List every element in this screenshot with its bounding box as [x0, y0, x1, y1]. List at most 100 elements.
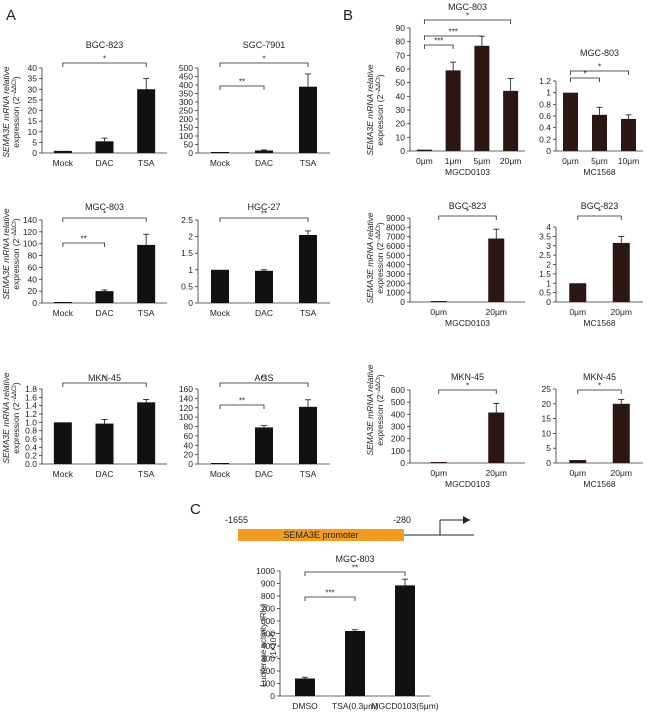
y-tick-label: 25 [542, 384, 552, 394]
y-tick-label: 0 [188, 459, 193, 469]
significance-label: * [466, 12, 469, 21]
y-tick-label: 0.2 [539, 134, 551, 144]
significance-label: * [598, 382, 601, 391]
category-label: Mock [53, 308, 74, 318]
y-tick-label: 50 [396, 78, 406, 88]
y-tick-label: 60 [184, 431, 194, 441]
y-tick-label: 80 [396, 37, 406, 47]
chart-title: MKN-45 [451, 372, 484, 382]
y-tick-label: 1.5 [539, 269, 551, 279]
y-tick-label: 300 [179, 97, 193, 107]
y-tick-label: 35 [28, 74, 38, 84]
significance-bracket [304, 596, 356, 601]
category-label: DAC [255, 158, 273, 168]
y-tick-label: 2 [546, 260, 551, 270]
y-tick-label: 0 [400, 458, 405, 468]
promoter-box [238, 529, 404, 541]
chart-title: MKN-45 [583, 372, 616, 382]
y-tick-label: 1.2 [539, 76, 551, 86]
significance-bracket [219, 404, 265, 409]
y-axis-label-main: SEMA3E mRNA relative [1, 372, 11, 464]
y-tick-label: 1.4 [25, 401, 37, 411]
chart-b5: MKN-45 0 100 200 300 400 500 600 0μm 20μmMGCD0103… [391, 372, 525, 489]
y-tick-label: 0.4 [25, 442, 37, 452]
panel-label-a: A [6, 7, 16, 24]
category-label: Mock [210, 308, 231, 318]
bar [430, 301, 447, 302]
y-axis-label-main: SEMA3E mRNA relative [365, 212, 375, 304]
category-label: 20μm [611, 307, 632, 317]
y-tick-label: 700 [261, 604, 275, 614]
y-tick-label: 1000 [256, 566, 275, 576]
y-axis-label-a1: SEMA3E mRNA relative expression (2−ΔΔCt) [1, 66, 21, 158]
y-tick-label: 500 [179, 63, 193, 73]
bar [563, 92, 578, 151]
chart-a5: MKN-45 0.00.20.40.60.81.01.21.41.61.8 Mock… [25, 373, 167, 479]
y-tick-label: 50 [184, 140, 194, 150]
category-label: Mock [53, 158, 74, 168]
tss-arrowhead [463, 516, 470, 524]
y-tick-label: 4 [546, 222, 551, 232]
significance-label: ** [261, 375, 267, 384]
significance-bracket [423, 19, 512, 24]
y-tick-label: 1.2 [25, 409, 37, 419]
bar [345, 631, 365, 696]
y-tick-label: 200 [179, 114, 193, 124]
y-tick-label: 500 [261, 629, 275, 639]
bar [137, 244, 156, 303]
y-axis-label-main: SEMA3E mRNA relative [1, 208, 11, 300]
y-tick-label: 350 [179, 89, 193, 99]
panel-label-c: C [190, 501, 201, 518]
y-tick-label: 40 [28, 63, 38, 73]
category-label: 20μm [611, 468, 632, 478]
y-tick-label: 1.8 [25, 384, 37, 394]
chart-b3: BGC-823 010002000300040005000600070008000… [386, 201, 525, 328]
y-axis-label-b1: SEMA3E mRNA relative expression (2−ΔΔCt) [365, 64, 385, 156]
chart-title: AGS [254, 373, 273, 383]
category-label: 20μm [486, 468, 507, 478]
y-axis-label-sub: expression (2−ΔΔCt) [375, 74, 385, 146]
y-tick-label: 70 [396, 50, 406, 60]
bar [299, 406, 317, 464]
category-label: 1μm [445, 156, 462, 166]
y-axis-label-b5: SEMA3E mRNA relative expression (2−ΔΔCt) [365, 364, 385, 456]
y-axis-label-a3: SEMA3E mRNA relative expression (2−ΔΔCt) [1, 208, 21, 300]
bar [255, 150, 273, 153]
y-tick-label: 200 [391, 434, 405, 444]
chart-title: BGC-823 [86, 40, 124, 50]
y-tick-label: 3000 [386, 269, 405, 279]
bar [211, 269, 229, 303]
category-label: Mock [210, 469, 231, 479]
y-tick-label: 9000 [386, 213, 405, 223]
significance-label: * [466, 208, 469, 217]
bar [569, 283, 587, 302]
y-tick-label: 20 [184, 450, 194, 460]
y-tick-label: 400 [179, 80, 193, 90]
category-label: MGCD0103(5μm) [371, 701, 438, 711]
bar [488, 412, 505, 463]
y-axis-label-main: SEMA3E mRNA relative [365, 364, 375, 456]
category-label: Mock [53, 469, 74, 479]
category-label: 5μm [474, 156, 491, 166]
significance-label: * [103, 210, 106, 219]
y-tick-label: 0 [188, 298, 193, 308]
bar [255, 427, 273, 464]
y-tick-label: 7000 [386, 232, 405, 242]
bar [137, 402, 156, 464]
category-label: TSA [138, 158, 155, 168]
y-tick-label: 0.8 [539, 99, 551, 109]
y-tick-label: 0 [546, 458, 551, 468]
y-tick-label: 0.8 [25, 426, 37, 436]
y-tick-label: 1 [546, 278, 551, 288]
bar [612, 242, 630, 302]
bar [621, 118, 636, 151]
y-tick-label: 30 [28, 84, 38, 94]
chart-c1: MGC-803 0 100 200 300 400 500 600 700 800 900 1000 D… [256, 554, 439, 711]
category-label: DAC [255, 469, 273, 479]
y-tick-label: 400 [261, 641, 275, 651]
category-label: 0μm [416, 156, 433, 166]
y-tick-label: 3.5 [539, 231, 551, 241]
